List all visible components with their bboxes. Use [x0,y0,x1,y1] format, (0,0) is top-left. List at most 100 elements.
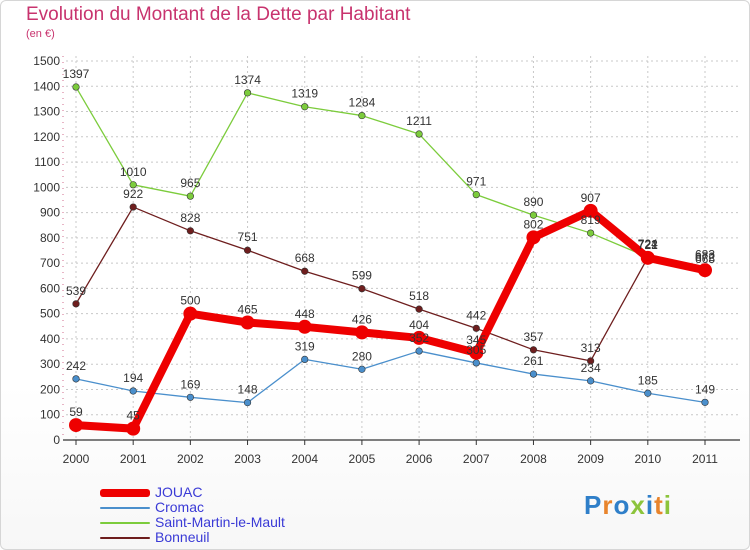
series-line-bonneuil [75,206,706,362]
data-point-jouac [526,230,541,245]
data-label-jouac: 426 [352,312,372,326]
data-point-saint-martin-le-mault [243,89,252,97]
data-point-bonneuil [301,267,309,275]
data-label-jouac: 907 [581,191,601,205]
data-label-jouac: 404 [409,318,429,332]
data-label-saint-martin-le-mault: 890 [523,195,543,209]
legend-item: JOUAC [100,485,285,500]
data-label-cromac: 305 [466,343,486,357]
data-label-bonneuil: 599 [352,269,372,283]
y-tick-label: 100 [40,408,60,422]
data-point-cromac [587,377,595,385]
data-point-jouac [69,418,83,433]
data-point-bonneuil [415,305,423,313]
data-label-saint-martin-le-mault: 724 [638,237,658,251]
logo-letter: o [613,490,631,520]
data-label-jouac: 345 [466,333,486,347]
data-point-cromac [72,375,80,383]
data-point-bonneuil [72,300,80,308]
legend-swatch [100,521,150,524]
x-tick-label: 2002 [177,452,204,466]
data-label-jouac: 672 [695,250,715,264]
data-label-bonneuil: 518 [409,289,429,303]
x-tick-label: 2010 [634,452,661,466]
legend-item: Cromac [100,500,285,515]
data-label-jouac: 802 [523,217,543,231]
y-tick-label: 1300 [33,105,60,119]
x-tick-label: 2005 [349,452,376,466]
data-point-bonneuil [186,227,194,235]
y-tick-label: 500 [40,307,60,321]
data-label-bonneuil: 442 [466,308,486,322]
data-point-cromac [301,355,309,363]
x-tick-label: 2011 [692,452,718,466]
y-tick-label: 800 [40,231,60,245]
data-label-cromac: 194 [123,371,143,385]
x-tick-label: 2006 [406,452,433,466]
grid-layer [66,56,740,440]
data-label-cromac: 148 [238,383,258,397]
data-point-jouac [297,319,312,334]
data-point-saint-martin-le-mault [72,83,80,91]
data-point-saint-martin-le-mault [529,211,538,219]
x-tick-label: 2009 [577,452,604,466]
logo-letter: x [630,490,646,520]
data-label-saint-martin-le-mault: 965 [180,176,200,190]
y-tick-label: 900 [40,206,60,220]
data-point-saint-martin-le-mault [472,191,480,199]
data-label-jouac: 465 [238,303,258,317]
legend-swatch [100,488,150,497]
logo-letter: i [663,490,672,520]
data-label-saint-martin-le-mault: 1010 [120,165,147,179]
data-label-saint-martin-le-mault: 1319 [291,87,318,101]
y-tick-label: 1200 [33,130,60,144]
legend-label: Cromac [155,499,205,515]
legend: JOUAC Cromac Saint-Martin-le-Mault Bonneuil [100,485,285,545]
data-label-cromac: 280 [352,349,372,363]
data-point-saint-martin-le-mault [587,229,595,237]
y-tick-label: 1400 [33,79,60,93]
y-tick-label: 1000 [33,180,60,194]
data-point-bonneuil [587,357,595,365]
data-point-bonneuil [472,324,480,332]
data-label-cromac: 261 [523,354,543,368]
data-label-cromac: 234 [581,361,601,375]
data-point-cromac [129,387,137,395]
series-line-cromac [75,350,706,404]
data-point-saint-martin-le-mault [358,111,366,120]
data-point-cromac [529,370,538,378]
data-label-bonneuil: 751 [238,230,258,244]
y-tick-label: 1500 [33,54,60,68]
data-point-bonneuil [129,203,137,211]
data-point-jouac [183,306,198,321]
legend-label: Bonneuil [155,529,210,545]
data-point-cromac [472,359,480,367]
y-tick-label: 400 [40,332,60,346]
proxiti-logo: Proxiti [584,490,672,521]
data-label-cromac: 185 [638,373,658,387]
data-point-cromac [358,365,366,373]
chart-title: Evolution du Montant de la Dette par Hab… [26,4,411,25]
y-tick-label: 300 [40,357,60,371]
data-point-saint-martin-le-mault [301,103,309,111]
data-label-saint-martin-le-mault: 1284 [349,96,376,110]
chart-subtitle: (en €) [26,28,55,40]
data-label-cromac: 319 [295,339,315,353]
y-tick-label: 700 [40,256,60,270]
data-point-bonneuil [529,346,538,354]
data-label-bonneuil: 922 [123,187,143,201]
x-tick-label: 2003 [234,452,261,466]
data-label-jouac: 721 [638,238,658,252]
data-label-saint-martin-le-mault: 683 [695,247,715,261]
data-point-bonneuil [243,246,252,254]
data-label-cromac: 242 [66,359,86,373]
legend-swatch [100,506,150,509]
data-point-saint-martin-le-mault [129,181,137,189]
data-point-jouac [240,315,255,330]
data-label-bonneuil: 313 [581,341,601,355]
series-layer [69,83,712,436]
legend-label: Saint-Martin-le-Mault [155,514,285,530]
logo-letter: i [645,490,655,520]
